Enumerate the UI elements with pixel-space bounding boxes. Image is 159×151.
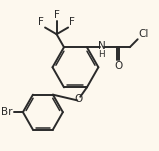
Text: N: N [98,41,106,51]
Text: Br: Br [1,107,13,117]
Text: O: O [114,61,122,71]
Text: Cl: Cl [139,29,149,39]
Text: F: F [69,17,75,27]
Text: H: H [98,50,105,59]
Text: F: F [54,10,59,20]
Text: F: F [38,17,44,27]
Text: O: O [75,94,83,104]
